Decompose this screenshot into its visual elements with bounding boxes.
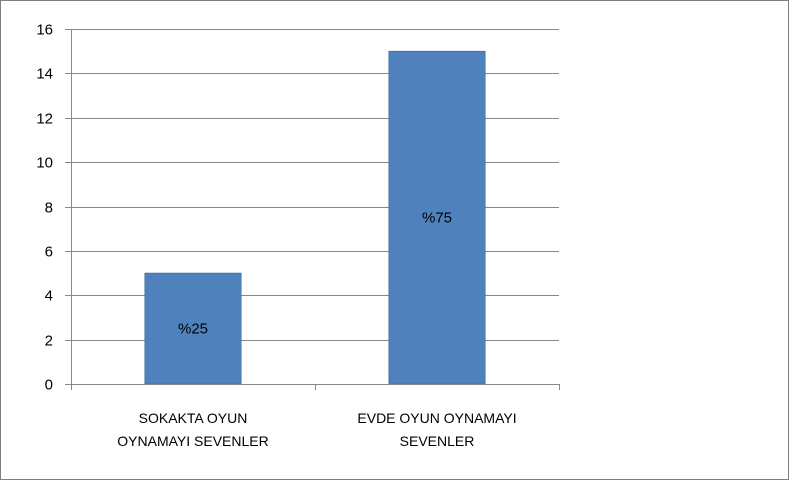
category-label-2-line-1: EVDE OYUN OYNAMAYI <box>357 410 516 426</box>
category-label-1-line-1: SOKAKTA OYUN <box>139 410 248 426</box>
y-tick-label-4: 4 <box>45 288 53 305</box>
y-tick-label-8: 8 <box>45 200 53 217</box>
gridlines <box>71 29 559 341</box>
axes <box>65 29 560 390</box>
y-tick-label-10: 10 <box>36 155 53 172</box>
bar-1 <box>144 272 242 385</box>
y-tick-label-6: 6 <box>45 244 53 261</box>
y-tick-label-0: 0 <box>45 377 53 394</box>
y-tick-label-2: 2 <box>45 333 53 350</box>
y-tick-label-12: 12 <box>36 111 53 128</box>
labels: 0 2 4 6 8 10 12 14 16 %25 SOKAKTA OYUN OYNAMAYI SEV… <box>36 22 516 450</box>
bar-2 <box>388 50 486 385</box>
data-label-2: %75 <box>422 210 452 227</box>
category-label-2-line-2: SEVENLER <box>400 433 475 449</box>
data-label-1: %25 <box>178 321 208 338</box>
category-label-1-line-2: OYNAMAYI SEVENLER <box>117 433 268 449</box>
y-tick-label-16: 16 <box>36 22 53 39</box>
y-tick-label-14: 14 <box>36 66 53 83</box>
bars <box>144 50 486 385</box>
